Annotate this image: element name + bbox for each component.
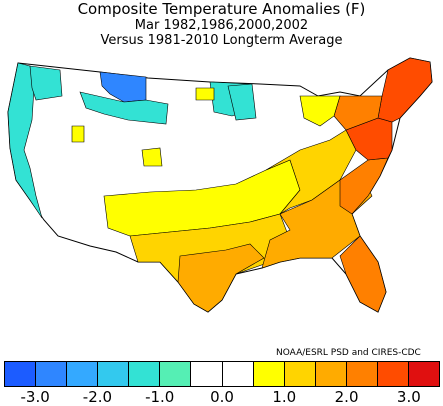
colorbar-tick-label: 0.0 [210,388,234,406]
region-texas-orange [177,243,265,313]
colorbar-tick-label: -3.0 [20,388,50,406]
colorbar-tick-label: -1.0 [145,388,175,406]
colorbar-cell [98,362,130,386]
map-title: Composite Temperature Anomalies (F) [77,0,366,18]
region-florida-deep-orange [339,235,387,313]
colorbar-tick-label: -2.0 [82,388,113,406]
map-title-block: Composite Temperature Anomalies (F) Mar … [0,0,443,49]
colorbar-cell [315,362,347,386]
colorbar-cell [222,362,254,386]
colorbar-tick-label: 2.0 [334,388,359,406]
colorbar-cell [36,362,68,386]
region-oregon-yellow-patch [71,125,85,143]
region-central-yellow-patch [141,147,163,167]
colorbar-ticks: -3.0 -2.0 -1.0 0.0 1.0 2.0 3.0 [0,388,443,406]
colorbar-cell [129,362,161,386]
colorbar-cell [67,362,99,386]
region-minnesota-cool [227,83,257,121]
colorbar-cell [377,362,410,386]
colorbar-cell [191,362,223,386]
colorbar [4,361,440,387]
colorbar-cell [5,362,37,386]
region-north-yellow-patch [195,87,215,101]
colorbar-cell [346,362,378,386]
colorbar-cell [284,362,316,386]
colorbar-tick-label: 1.0 [272,388,297,406]
colorbar-cell [253,362,285,386]
colorbar-tick-label: 3.0 [396,388,421,406]
region-great-lakes-yellow [299,95,341,127]
map-credit: NOAA/ESRL PSD and CIRES-CDC [276,348,421,358]
region-new-england-red [377,57,433,123]
map-reference: Versus 1981-2010 Longterm Average [100,33,343,48]
map-subtitle: Mar 1982,1986,2000,2002 [134,18,309,33]
region-montana-cool [79,91,169,125]
region-washington-cool [29,65,63,101]
us-climate-division-map [7,57,433,313]
colorbar-cell [409,362,440,386]
colorbar-cell [160,362,192,386]
